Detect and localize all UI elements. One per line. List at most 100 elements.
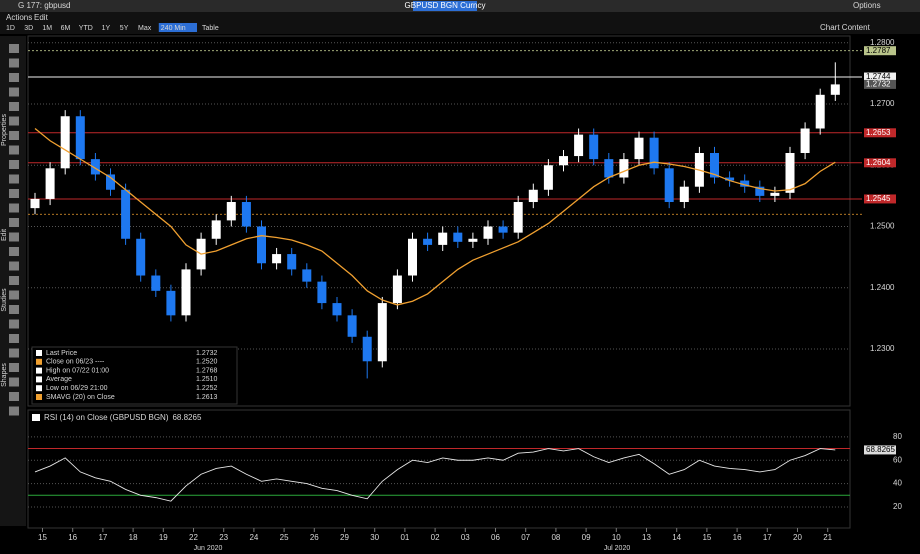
legend-swatch [36, 394, 42, 400]
range-button[interactable]: 6M [61, 25, 71, 32]
tool-icon[interactable] [9, 116, 19, 126]
tool-icon[interactable] [9, 247, 19, 256]
x-tick-label: 15 [702, 533, 711, 542]
x-tick-label: 23 [219, 533, 228, 542]
tool-icon[interactable] [9, 73, 19, 82]
tool-icon[interactable] [9, 44, 19, 53]
candle-body [60, 116, 70, 169]
menu[interactable]: Actions [6, 13, 32, 22]
tool-icon[interactable] [9, 363, 19, 372]
x-tick-label: 16 [68, 533, 77, 542]
tool-icon[interactable] [9, 58, 19, 68]
tool-icon[interactable] [9, 174, 19, 184]
tool-icon[interactable] [9, 305, 19, 314]
rsi-legend-box [32, 414, 40, 421]
tool-icon[interactable] [9, 203, 19, 213]
range-button[interactable]: 5Y [120, 25, 129, 32]
x-tick-label: 15 [38, 533, 47, 542]
tool-icon[interactable] [9, 334, 19, 343]
range-button[interactable]: 1Y [102, 25, 111, 32]
candle-body [589, 134, 599, 160]
level-tag [864, 46, 896, 56]
tool-icon[interactable] [9, 145, 19, 155]
tool-icon[interactable] [9, 232, 19, 242]
menu[interactable]: Edit [34, 13, 49, 22]
candle-body [332, 303, 342, 316]
legend-swatch [36, 350, 42, 356]
candle-body [287, 254, 297, 270]
sidebar-label: Properties [1, 114, 8, 146]
candle-body [106, 174, 115, 190]
legend-label: Low on 06/29 21:00 [46, 385, 108, 392]
tool-icon[interactable] [9, 261, 19, 271]
legend-box [31, 346, 238, 405]
security[interactable]: GBPUSD BGN Curncy [405, 1, 486, 10]
security-box[interactable] [413, 1, 477, 11]
x-tick-label: 13 [642, 533, 651, 542]
candle-body [408, 238, 417, 276]
rsi-value: 68.8265 [172, 413, 201, 422]
legend-label: Close on 06/23 ---- [46, 359, 105, 366]
tool-icon[interactable] [9, 189, 19, 198]
level-tag-label: 1.2545 [866, 194, 891, 203]
x-tick-label: 24 [249, 533, 258, 542]
tool-icon[interactable] [9, 87, 19, 97]
tool-icon[interactable] [9, 276, 19, 285]
toolbar [0, 12, 920, 34]
x-tick-label: 22 [189, 533, 198, 542]
rsi-legend: RSI (14) on Close (GBPUSD BGN) 68.8265 [44, 413, 202, 422]
x-tick-label: 21 [823, 533, 832, 542]
candle-body [634, 137, 644, 160]
rsi-panel [27, 409, 851, 529]
candle-body [272, 254, 282, 264]
active-range[interactable] [158, 23, 197, 32]
options[interactable]: Options [853, 1, 881, 10]
tool-icon[interactable] [9, 348, 19, 358]
range-button[interactable]: 3D [24, 25, 33, 32]
tool-icon[interactable] [9, 290, 19, 300]
candle-body [543, 165, 553, 190]
tool-icon[interactable] [9, 218, 19, 227]
legend-value: 1.2520 [196, 359, 218, 366]
candle-body [453, 232, 463, 242]
y-tick-label: 1.2400 [870, 283, 895, 292]
candle-body [755, 186, 765, 196]
tool-icon[interactable] [9, 406, 19, 416]
rsi-title: RSI (14) on Close (GBPUSD BGN) [44, 413, 169, 422]
level-tag-label: 1.2732 [866, 80, 891, 89]
x-tick-label: 10 [612, 533, 621, 542]
sidebar-label: Edit [1, 229, 8, 241]
sma-line [34, 127, 836, 306]
candle-body [528, 189, 538, 203]
candle-body [710, 153, 719, 178]
range-button[interactable]: Max [138, 25, 152, 32]
candle-body [815, 94, 825, 129]
candle-body [619, 159, 629, 178]
tool-icon[interactable] [9, 160, 19, 169]
range-button[interactable]: 1M [42, 25, 52, 32]
candle-body [377, 303, 387, 362]
candle-body [166, 290, 176, 316]
range-button[interactable]: 1D [6, 25, 15, 32]
range-button[interactable]: 240 Min [161, 25, 186, 32]
tool-icon[interactable] [9, 392, 19, 401]
rsi-line [34, 448, 836, 502]
legend-label: SMAVG (20) on Close [46, 394, 115, 401]
legend-value: 1.2252 [196, 385, 218, 392]
level-tag [864, 194, 896, 204]
chart-content[interactable]: Chart Content [820, 23, 871, 32]
legend-value: 1.2510 [196, 376, 218, 383]
x-tick-label: 02 [431, 533, 440, 542]
tool-icon[interactable] [9, 131, 19, 140]
level-tag-label: 1.2604 [866, 158, 891, 167]
candle-body [423, 238, 433, 245]
x-tick-label: 18 [129, 533, 138, 542]
range-button[interactable]: Table [202, 25, 219, 32]
candle-body [241, 202, 251, 227]
tool-icon[interactable] [9, 102, 19, 111]
tool-icon[interactable] [9, 377, 19, 387]
candle-body [649, 137, 659, 169]
tool-icon[interactable] [9, 319, 19, 329]
range-button[interactable]: YTD [79, 25, 93, 32]
